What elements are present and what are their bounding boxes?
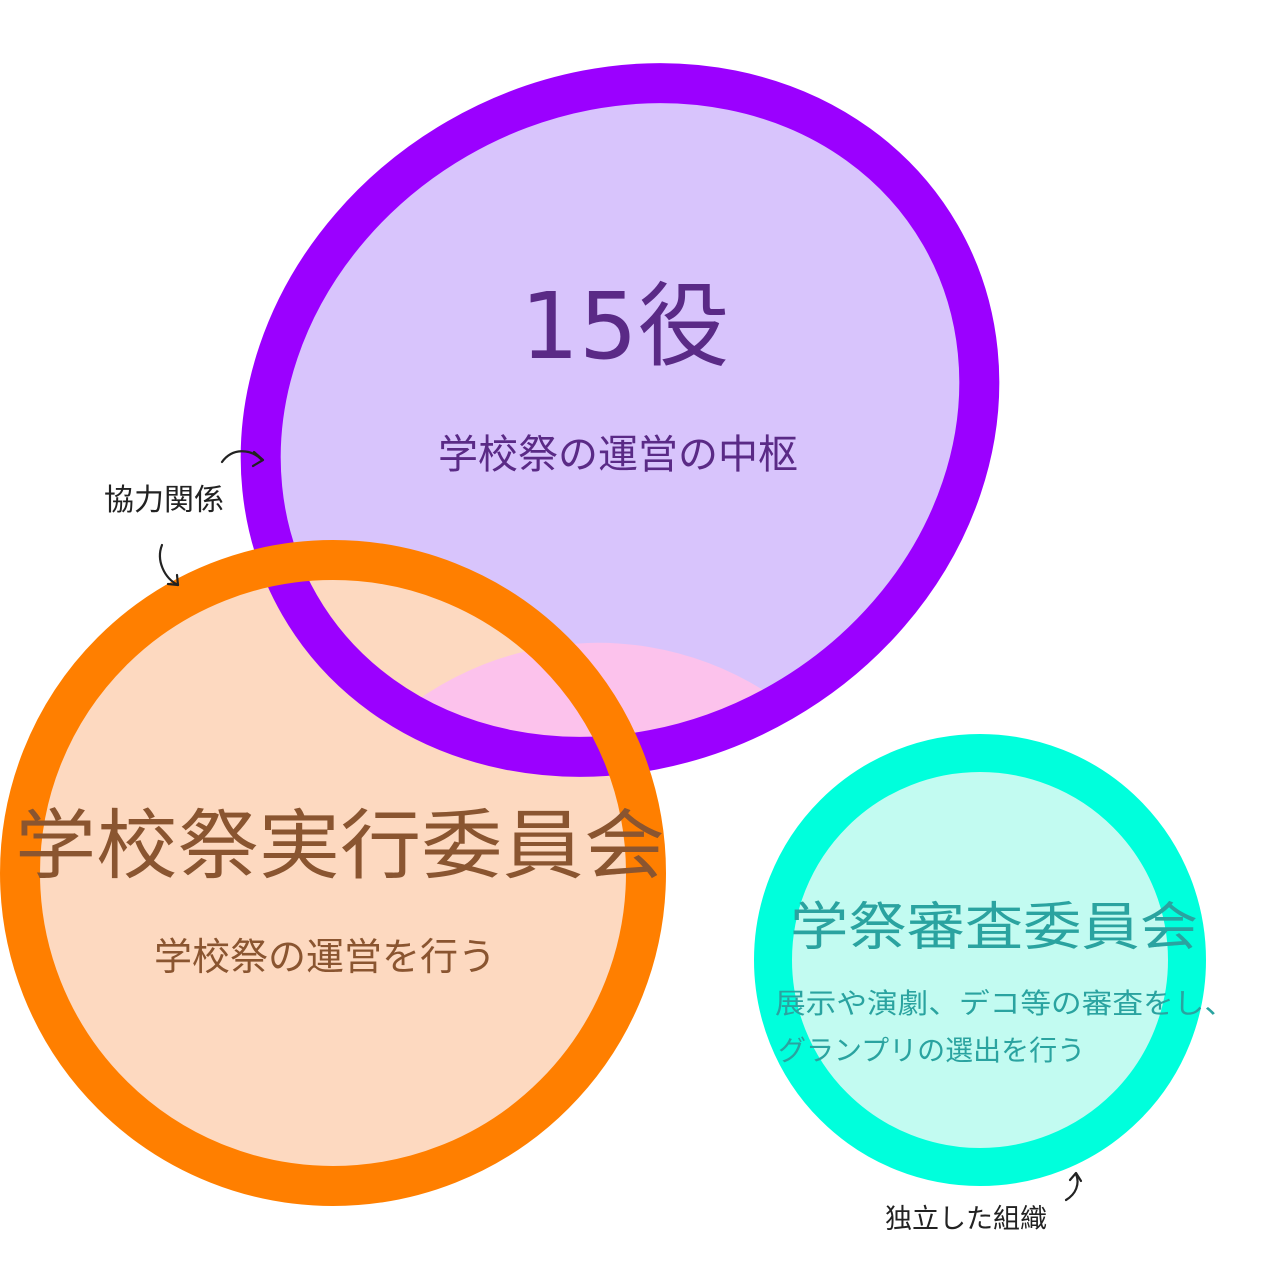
- top-group-title: 15役: [520, 273, 729, 380]
- right-group: [754, 734, 1206, 1186]
- left-group-subtitle: 学校祭の運営を行う: [154, 935, 496, 979]
- independent-label: 独立した組織: [885, 1204, 1047, 1235]
- left-group-ring: [0, 540, 666, 1206]
- left-group-title: 学校祭実行委員会: [15, 801, 665, 890]
- right-group-title: 学祭審査委員会: [790, 898, 1198, 958]
- right-group-subtitle-line1: 展示や演劇、デコ等の審査をし、: [775, 987, 1235, 1020]
- relation-arrow-top-icon: [220, 450, 265, 468]
- top-group-subtitle: 学校祭の運営の中枢: [438, 432, 798, 478]
- independent-arrow-icon: [1064, 1171, 1083, 1202]
- right-group-fill: [760, 740, 1200, 1180]
- relation-arrow-down-icon: [158, 543, 180, 587]
- top-group-ring: [240, 63, 1000, 777]
- right-group-ring: [754, 734, 1206, 1186]
- right-group-subtitle-line2: グランプリの選出を行う: [778, 1034, 1085, 1067]
- relation-label: 協力関係: [104, 483, 224, 518]
